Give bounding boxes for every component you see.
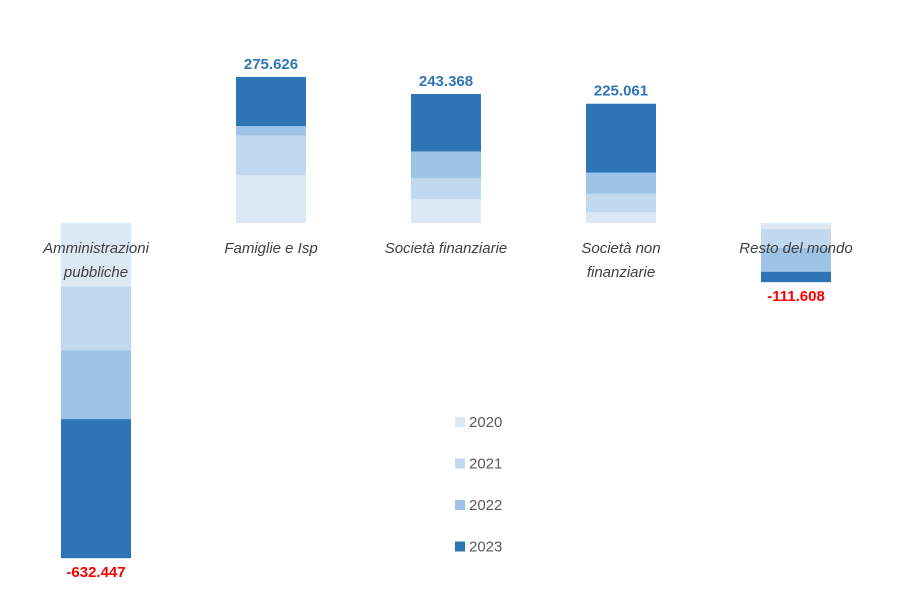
legend-label-2023: 2023 bbox=[469, 539, 502, 556]
bar-5-2023 bbox=[761, 271, 831, 283]
bar-2-2022 bbox=[236, 126, 306, 136]
total-label-3: 243.368 bbox=[419, 73, 473, 90]
legend-swatch-2023 bbox=[455, 541, 465, 552]
category-label-5: Resto del mondo bbox=[739, 240, 852, 257]
total-label-5: -111.608 bbox=[767, 288, 825, 305]
bar-5-2021 bbox=[761, 229, 831, 248]
bar-1-2020 bbox=[61, 223, 131, 287]
bar-1-2021 bbox=[61, 286, 131, 351]
bar-3-2021 bbox=[411, 177, 481, 200]
bar-3-2022 bbox=[411, 151, 481, 178]
legend-label-2020: 2020 bbox=[469, 414, 502, 431]
legend-swatch-2021 bbox=[455, 458, 465, 469]
bar-3-2023 bbox=[411, 94, 481, 152]
category-label-4-line1: Società non bbox=[581, 240, 660, 257]
bar-2-2021 bbox=[236, 135, 306, 176]
total-label-2: 275.626 bbox=[244, 56, 298, 73]
bar-5-2020 bbox=[761, 223, 831, 230]
category-label-2: Famiglie e Isp bbox=[224, 240, 317, 257]
total-label-4: 225.061 bbox=[594, 83, 648, 100]
bar-2-2020 bbox=[236, 175, 306, 223]
category-label-4-line2: finanziarie bbox=[587, 264, 655, 281]
category-label-1-line2: pubbliche bbox=[63, 264, 128, 281]
bar-4-2022 bbox=[586, 172, 656, 194]
bar-4-2021 bbox=[586, 193, 656, 213]
bar-1-2023 bbox=[61, 419, 131, 559]
bar-3-2020 bbox=[411, 199, 481, 223]
legend-swatch-2020 bbox=[455, 417, 465, 427]
legend-label-2021: 2021 bbox=[469, 456, 502, 473]
legend-label-2022: 2022 bbox=[469, 497, 502, 514]
bar-4-2023 bbox=[586, 103, 656, 173]
total-label-1: -632.447 bbox=[66, 564, 125, 581]
bar-2-2023 bbox=[236, 76, 306, 127]
legend-swatch-2022 bbox=[455, 500, 465, 510]
bar-1-2022 bbox=[61, 350, 131, 420]
category-label-3: Società finanziarie bbox=[385, 240, 508, 257]
bar-4-2020 bbox=[586, 212, 656, 223]
category-label-1-line1: Amministrazioni bbox=[42, 240, 150, 257]
bar-5-2022 bbox=[761, 247, 831, 272]
